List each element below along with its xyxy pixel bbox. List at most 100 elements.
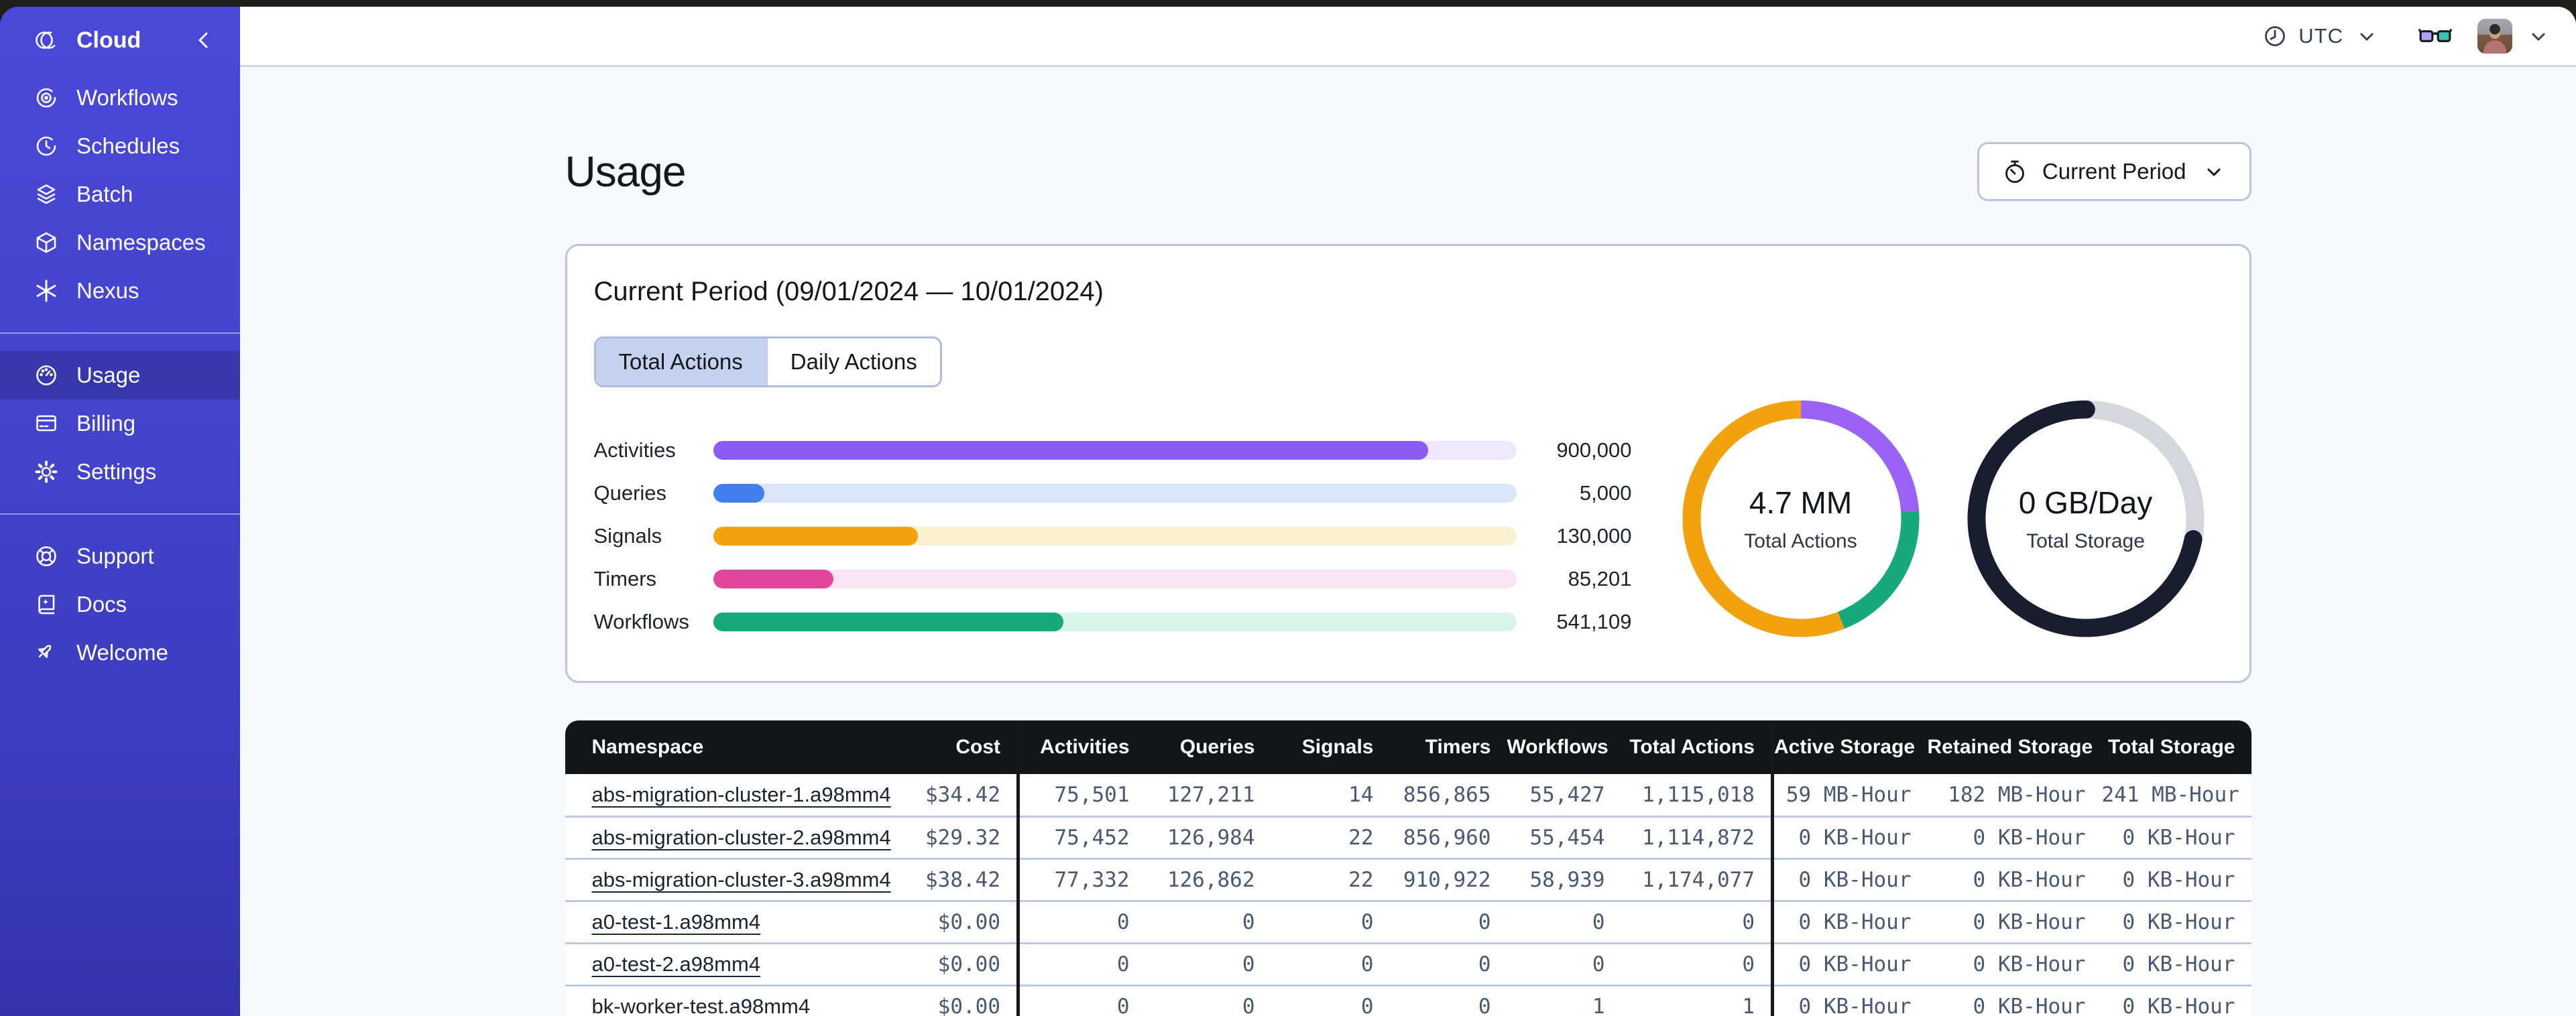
table-row: a0-test-2.a98mm4 $0.00 0 0 0 0 0 0 0 KB-Hour 0 KB…	[565, 943, 2251, 987]
card-title: Current Period (09/01/2024 — 10/01/2024)	[593, 277, 1104, 306]
bar-label: Queries	[593, 481, 667, 505]
cell-total-storage: 0 KB-Hour	[2101, 859, 2251, 902]
sidebar: Cloud Workflows Schedules Batch Namespaces N…	[0, 7, 240, 1016]
cell-workflows: 58,939	[1507, 859, 1621, 902]
bar-track	[713, 613, 1517, 631]
sidebar-collapse-button[interactable]	[190, 27, 217, 54]
user-avatar[interactable]	[2477, 18, 2512, 54]
cell-total-storage: 241 MB-Hour	[2101, 774, 2251, 818]
namespace-link[interactable]: a0-test-2.a98mm4	[591, 952, 761, 976]
sidebar-item-label: Docs	[76, 592, 127, 617]
cell-queries: 126,984	[1145, 816, 1271, 860]
sidebar-item-label: Nexus	[76, 278, 139, 303]
cell-activities: 75,452	[1016, 816, 1146, 860]
cell-total-actions: 0	[1621, 943, 1773, 987]
sidebar-item-support[interactable]: Support	[0, 532, 240, 580]
sidebar-item-batch[interactable]: Batch	[0, 170, 240, 218]
account-chevron-down-icon[interactable]	[2524, 22, 2553, 50]
brand-label: Cloud	[76, 27, 141, 53]
cell-namespace: abs-migration-cluster-3.a98mm4	[565, 859, 891, 902]
cell-total-storage: 0 KB-Hour	[2101, 985, 2251, 1016]
donut-segment-workflows	[1682, 400, 1919, 637]
bar-row-signals: Signals 130,000	[594, 515, 1632, 558]
bar-fill	[713, 527, 918, 546]
namespace-link[interactable]: a0-test-1.a98mm4	[591, 909, 761, 934]
cell-cost: $0.00	[886, 901, 1018, 944]
actions-bar-chart: Activities 900,000 Queries 5,000 Signals 130,…	[594, 429, 1632, 643]
bar-value: 85,201	[1568, 567, 1632, 590]
sidebar-item-namespaces[interactable]: Namespaces	[0, 218, 240, 267]
column-header-queries: Queries	[1145, 720, 1271, 774]
cell-active-storage: 0 KB-Hour	[1771, 943, 1928, 987]
content-scroll-area[interactable]: Usage Current Period	[240, 67, 2576, 1016]
cell-retained-storage: 0 KB-Hour	[1927, 859, 2102, 902]
namespace-link[interactable]: abs-migration-cluster-3.a98mm4	[591, 867, 891, 891]
cell-cost: $29.32	[886, 816, 1018, 860]
usage-icon	[32, 361, 60, 389]
table-row: bk-worker-test.a98mm4 $0.00 0 0 0 0 1 1 0 KB-Hou…	[565, 985, 2251, 1016]
sidebar-item-nexus[interactable]: Nexus	[0, 267, 240, 315]
cell-cost: $0.00	[886, 943, 1018, 987]
total-actions-donut: 4.7 MM Total Actions	[1682, 399, 1920, 638]
sidebar-item-welcome[interactable]: Welcome	[0, 629, 240, 677]
cell-timers: 856,960	[1389, 816, 1507, 860]
sidebar-brand: Cloud	[0, 7, 240, 74]
total-actions-label: Total Actions	[1744, 530, 1857, 552]
temporal-logo-icon	[32, 26, 60, 54]
sidebar-item-settings[interactable]: Settings	[0, 448, 240, 496]
cell-queries: 126,862	[1145, 859, 1271, 902]
column-header-workflows: Workflows	[1507, 720, 1621, 774]
cell-total-storage: 0 KB-Hour	[2101, 816, 2251, 860]
cell-namespace: a0-test-2.a98mm4	[565, 943, 887, 987]
period-select-button[interactable]: Current Period	[1977, 142, 2251, 201]
bar-row-workflows: Workflows 541,109	[594, 600, 1632, 643]
sidebar-item-label: Billing	[76, 411, 136, 436]
sidebar-item-schedules[interactable]: Schedules	[0, 122, 240, 170]
cell-active-storage: 0 KB-Hour	[1771, 901, 1928, 944]
sidebar-item-workflows[interactable]: Workflows	[0, 74, 240, 122]
bar-track	[713, 484, 1517, 503]
total-storage-value: 0 GB/Day	[2018, 485, 2153, 520]
period-button-label: Current Period	[2042, 159, 2186, 184]
namespace-link[interactable]: abs-migration-cluster-1.a98mm4	[591, 782, 891, 806]
cell-namespace: abs-migration-cluster-1.a98mm4	[565, 774, 891, 818]
cell-total-actions: 1,114,872	[1621, 816, 1773, 860]
cell-retained-storage: 0 KB-Hour	[1927, 985, 2102, 1016]
sidebar-item-billing[interactable]: Billing	[0, 399, 240, 448]
bar-row-queries: Queries 5,000	[594, 472, 1632, 515]
bar-row-activities: Activities 900,000	[594, 429, 1632, 472]
bar-value: 5,000	[1579, 481, 1632, 505]
cell-signals: 0	[1271, 943, 1390, 987]
cell-activities: 0	[1016, 985, 1146, 1016]
tab-total-actions[interactable]: Total Actions	[595, 338, 766, 385]
cell-retained-storage: 0 KB-Hour	[1927, 816, 2102, 860]
sidebar-item-label: Usage	[76, 363, 141, 387]
cell-timers: 856,865	[1389, 774, 1507, 818]
cell-total-actions: 1,174,077	[1621, 859, 1773, 902]
sidebar-item-label: Namespaces	[76, 230, 206, 255]
cell-timers: 0	[1389, 901, 1507, 944]
cell-retained-storage: 182 MB-Hour	[1927, 774, 2102, 818]
sidebar-item-docs[interactable]: Docs	[0, 580, 240, 629]
table-row: abs-migration-cluster-2.a98mm4 $29.32 75,4…	[565, 816, 2251, 860]
cell-signals: 0	[1271, 985, 1390, 1016]
total-actions-value: 4.7 MM	[1749, 485, 1853, 520]
settings-icon	[32, 458, 60, 486]
sidebar-item-usage[interactable]: Usage	[0, 351, 240, 399]
cell-workflows: 1	[1507, 985, 1621, 1016]
bar-label: Timers	[593, 567, 657, 590]
namespace-link[interactable]: bk-worker-test.a98mm4	[591, 994, 811, 1016]
namespace-link[interactable]: abs-migration-cluster-2.a98mm4	[591, 825, 891, 849]
column-header-active-storage: Active Storage	[1771, 720, 1928, 774]
bar-row-timers: Timers 85,201	[594, 558, 1632, 600]
tab-daily-actions[interactable]: Daily Actions	[765, 338, 940, 385]
column-header-namespace: Namespace	[565, 720, 887, 774]
timezone-selector[interactable]: UTC	[2261, 22, 2381, 50]
glasses-icon[interactable]	[2418, 23, 2452, 50]
actions-tabs: Total Actions Daily Actions	[593, 336, 942, 387]
column-header-timers: Timers	[1389, 720, 1507, 774]
cell-total-actions: 1,115,018	[1621, 774, 1773, 818]
cell-queries: 127,211	[1145, 774, 1271, 818]
bar-fill	[713, 484, 765, 503]
table-row: a0-test-1.a98mm4 $0.00 0 0 0 0 0 0 0 KB-Hour 0 KB…	[565, 901, 2251, 944]
